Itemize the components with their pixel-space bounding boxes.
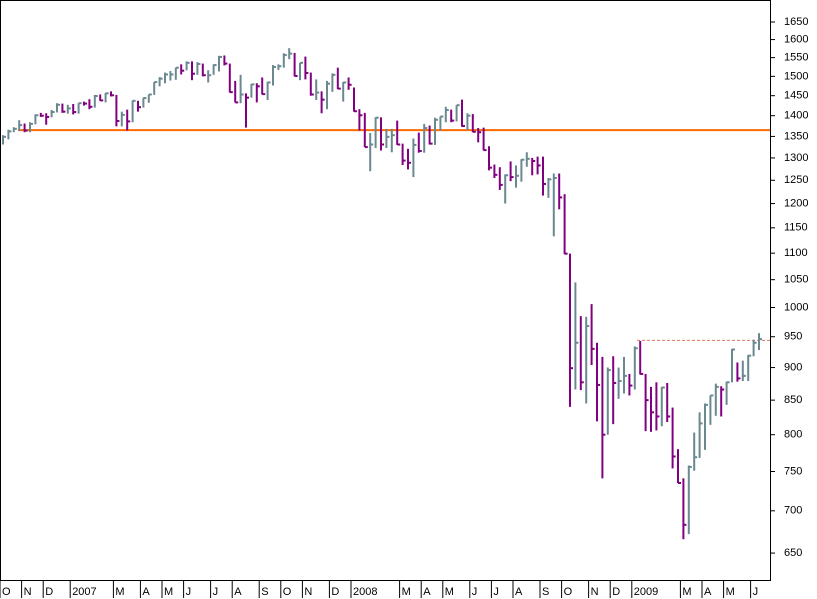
y-tick-label: 1400	[784, 110, 808, 122]
x-tick-label: M	[115, 586, 124, 598]
x-tick-label: O	[564, 586, 573, 598]
x-tick-label: S	[261, 586, 268, 598]
x-tick-label: M	[726, 586, 735, 598]
y-tick-label: 700	[784, 505, 802, 517]
x-tick-label: N	[24, 586, 32, 598]
y-tick-label: 1650	[784, 16, 808, 28]
y-tick-label: 1000	[784, 301, 808, 313]
x-tick-label: A	[234, 586, 242, 598]
x-tick-label: A	[142, 586, 150, 598]
y-tick-label: 750	[784, 465, 802, 477]
x-tick-label: D	[45, 586, 53, 598]
x-tick-label: O	[2, 586, 11, 598]
x-tick-label: 2009	[634, 586, 658, 598]
y-tick-label: 1600	[784, 33, 808, 45]
x-tick-label: D	[331, 586, 339, 598]
y-tick-label: 800	[784, 429, 802, 441]
x-tick-label: S	[542, 586, 549, 598]
y-tick-label: 900	[784, 361, 802, 373]
y-tick-label: 950	[784, 331, 802, 343]
x-tick-label: 2007	[72, 586, 96, 598]
x-tick-label: A	[423, 586, 431, 598]
x-tick-label: A	[515, 586, 523, 598]
x-tick-label: J	[186, 586, 192, 598]
x-tick-label: N	[591, 586, 599, 598]
x-tick-label: M	[682, 586, 691, 598]
x-tick-label: 2008	[353, 586, 377, 598]
x-tick-label: D	[612, 586, 620, 598]
x-tick-label: J	[472, 586, 478, 598]
y-tick-label: 1300	[784, 152, 808, 164]
x-tick-label: N	[304, 586, 312, 598]
x-tick-label: M	[402, 586, 411, 598]
plot-frame	[0, 0, 771, 581]
y-tick-label: 1050	[784, 274, 808, 286]
y-tick-label: 1500	[784, 70, 808, 82]
x-tick-label: O	[283, 586, 292, 598]
y-tick-label: 1150	[784, 222, 808, 234]
y-tick-label: 650	[784, 547, 802, 559]
y-tick-label: 1550	[784, 52, 808, 64]
x-tick-label: J	[213, 586, 219, 598]
y-tick-label: 1200	[784, 197, 808, 209]
y-tick-label: 850	[784, 394, 802, 406]
y-tick-label: 1250	[784, 174, 808, 186]
x-tick-label: A	[704, 586, 712, 598]
x-tick-label: M	[164, 586, 173, 598]
x-tick-label: J	[753, 586, 759, 598]
x-tick-label: J	[493, 586, 499, 598]
y-tick-label: 1450	[784, 90, 808, 102]
y-tick-label: 1350	[784, 130, 808, 142]
y-tick-label: 1100	[784, 247, 808, 259]
x-tick-label: M	[445, 586, 454, 598]
